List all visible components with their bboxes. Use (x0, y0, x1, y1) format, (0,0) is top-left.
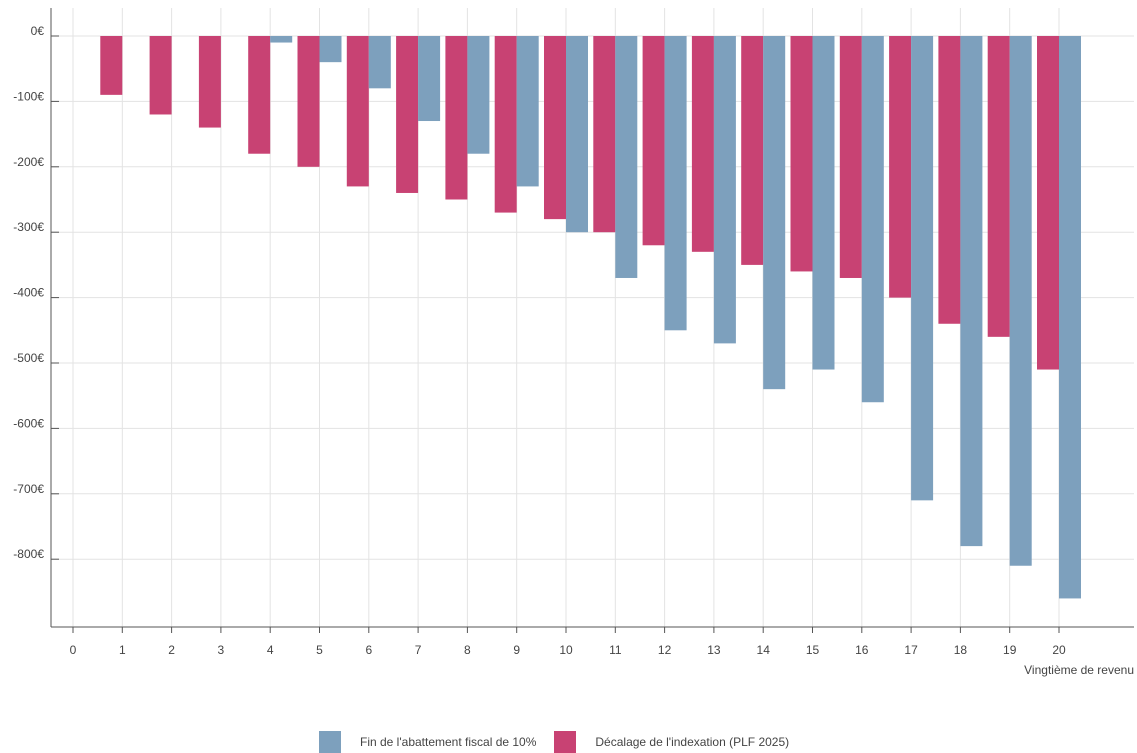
x-tick-label: 7 (415, 643, 422, 657)
x-tick-label: 17 (904, 643, 918, 657)
x-tick-label: 10 (559, 643, 573, 657)
x-tick-label: 15 (806, 643, 820, 657)
x-tick-label: 8 (464, 643, 471, 657)
bar-20-series-1[interactable] (1037, 36, 1059, 370)
x-tick-label: 6 (365, 643, 372, 657)
legend-swatch-series-0 (319, 731, 341, 753)
bar-chart: 0€ -100€ -200€ -300€ -400€ -500€ -600€ -700€ -80… (13, 8, 1134, 677)
y-tick-label: -400€ (13, 286, 44, 300)
x-tick-label: 4 (267, 643, 274, 657)
bar-14-series-1[interactable] (741, 36, 764, 265)
x-tick-label: 19 (1003, 643, 1017, 657)
x-tick-label: 13 (707, 643, 721, 657)
bar-10-series-1[interactable] (544, 36, 566, 220)
bar-20-series-0[interactable] (1059, 36, 1081, 599)
bars (100, 36, 1081, 599)
bar-19-series-1[interactable] (987, 36, 1010, 337)
bar-18-series-1[interactable] (938, 36, 961, 324)
x-axis-label: Vingtième de revenu (1024, 663, 1134, 677)
bar-8-series-1[interactable] (445, 36, 468, 200)
bar-7-series-0[interactable] (418, 36, 441, 122)
bar-17-series-1[interactable] (889, 36, 912, 298)
bar-8-series-0[interactable] (467, 36, 490, 154)
bar-12-series-0[interactable] (664, 36, 687, 331)
x-tick-label: 3 (218, 643, 225, 657)
bar-11-series-1[interactable] (593, 36, 616, 233)
x-tick-label: 1 (119, 643, 126, 657)
bar-15-series-1[interactable] (790, 36, 813, 272)
x-tick-label: 14 (757, 643, 771, 657)
bar-3-series-1[interactable] (198, 36, 221, 128)
bar-13-series-1[interactable] (691, 36, 714, 252)
x-tick-label: 9 (513, 643, 520, 657)
bar-11-series-0[interactable] (615, 36, 638, 278)
legend-label-series-0: Fin de l'abattement fiscal de 10% (360, 735, 537, 749)
x-tick-label: 16 (855, 643, 869, 657)
y-tick-label: -700€ (13, 482, 44, 496)
bar-14-series-0[interactable] (763, 36, 786, 390)
x-tick-label: 2 (168, 643, 175, 657)
y-tick-label: -100€ (13, 89, 44, 103)
x-tick-label: 12 (658, 643, 672, 657)
bar-7-series-1[interactable] (396, 36, 419, 193)
bar-17-series-0[interactable] (911, 36, 934, 501)
bar-9-series-1[interactable] (494, 36, 517, 213)
bar-4-series-1[interactable] (248, 36, 271, 154)
bar-12-series-1[interactable] (642, 36, 665, 246)
legend-item-series-0[interactable]: Fin de l'abattement fiscal de 10% (319, 731, 536, 753)
legend-swatch-series-1 (554, 731, 577, 753)
x-tick-labels: 0 1 2 3 4 5 6 7 8 9 10 11 12 13 14 15 16 17 18 19 20 (70, 643, 1066, 657)
bar-16-series-0[interactable] (861, 36, 884, 403)
legend-label-series-1: Décalage de l'indexation (PLF 2025) (595, 735, 790, 749)
bar-1-series-1[interactable] (100, 36, 123, 95)
bar-6-series-0[interactable] (368, 36, 391, 89)
bar-13-series-0[interactable] (713, 36, 736, 344)
bar-15-series-0[interactable] (812, 36, 835, 370)
x-tick-label: 0 (70, 643, 77, 657)
bar-2-series-1[interactable] (149, 36, 172, 115)
y-tick-label: -600€ (13, 416, 44, 430)
x-tick-label: 18 (954, 643, 968, 657)
y-tick-label: -500€ (13, 351, 44, 365)
bar-5-series-1[interactable] (297, 36, 320, 167)
axes (50, 8, 1134, 633)
legend: Fin de l'abattement fiscal de 10% Décala… (319, 731, 807, 753)
bar-5-series-0[interactable] (319, 36, 342, 63)
y-tick-label: -200€ (13, 155, 44, 169)
bar-4-series-0[interactable] (270, 36, 293, 43)
x-tick-label: 11 (609, 643, 622, 657)
y-tick-label: -300€ (13, 220, 44, 234)
bar-18-series-0[interactable] (960, 36, 983, 547)
x-tick-label: 5 (316, 643, 323, 657)
y-tick-labels: 0€ -100€ -200€ -300€ -400€ -500€ -600€ -700€ -80… (13, 24, 44, 561)
bar-10-series-0[interactable] (566, 36, 588, 233)
bar-16-series-1[interactable] (839, 36, 862, 278)
y-tick-label: 0€ (31, 24, 45, 38)
bar-19-series-0[interactable] (1009, 36, 1032, 566)
x-tick-label: 20 (1052, 643, 1066, 657)
y-tick-label: -800€ (13, 547, 44, 561)
bar-6-series-1[interactable] (346, 36, 369, 187)
bar-9-series-0[interactable] (516, 36, 539, 187)
legend-item-series-1[interactable]: Décalage de l'indexation (PLF 2025) (554, 731, 789, 753)
